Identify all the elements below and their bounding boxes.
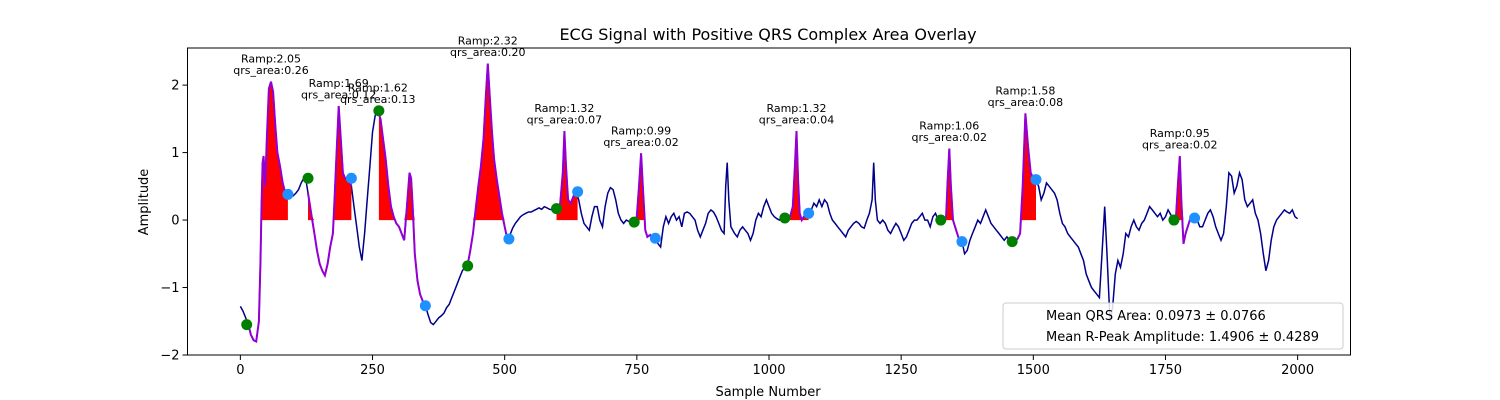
x-tick-label-1500: 1500 <box>1017 363 1050 378</box>
qrs-offset-marker-6 <box>649 232 661 244</box>
qrs-annotation-4-line-1: Ramp:2.32 <box>458 35 518 48</box>
qrs-offset-marker-2 <box>345 172 357 184</box>
qrs-area-fill-3 <box>378 114 426 221</box>
qrs-onset-marker-7 <box>779 212 791 224</box>
qrs-annotation-6-line-2: qrs_area:0.02 <box>603 136 678 149</box>
qrs-offset-marker-5 <box>572 186 584 198</box>
qrs-annotation-3-line-2: qrs_area:0.13 <box>340 93 415 106</box>
qrs-onset-marker-6 <box>628 216 640 228</box>
y-tick-label--1: −1 <box>160 281 179 296</box>
qrs-annotation-3-line-1: Ramp:1.62 <box>348 82 408 95</box>
x-tick-label-2000: 2000 <box>1281 363 1314 378</box>
qrs-annotation-9-line-2: qrs_area:0.08 <box>988 96 1063 109</box>
y-tick-label-1: 1 <box>171 146 179 161</box>
qrs-annotation-5-line-1: Ramp:1.32 <box>534 102 594 115</box>
qrs-offset-marker-7 <box>803 207 815 219</box>
qrs-annotation-6-line-1: Ramp:0.99 <box>611 124 671 137</box>
x-tick-label-1750: 1750 <box>1149 363 1182 378</box>
qrs-annotation-9-line-1: Ramp:1.58 <box>995 84 1055 97</box>
qrs-segment-8 <box>940 148 963 243</box>
qrs-annotation-4-line-2: qrs_area:0.20 <box>450 46 525 59</box>
x-tick-label-1250: 1250 <box>885 363 918 378</box>
qrs-onset-marker-5 <box>550 203 562 215</box>
x-tick-label-750: 750 <box>624 363 649 378</box>
x-tick-label-250: 250 <box>360 363 385 378</box>
x-axis-label: Sample Number <box>715 385 821 400</box>
qrs-area-fill-7 <box>784 131 809 221</box>
y-axis-label: Amplitude <box>137 169 152 236</box>
x-tick-label-1000: 1000 <box>752 363 785 378</box>
qrs-onset-marker-4 <box>462 260 474 272</box>
qrs-annotation-2-line-1: Ramp:1.69 <box>309 77 369 90</box>
qrs-offset-marker-10 <box>1189 212 1201 224</box>
qrs-annotation-8-line-2: qrs_area:0.02 <box>912 131 987 144</box>
qrs-segment-3 <box>377 113 427 307</box>
qrs-onset-marker-3 <box>373 105 385 117</box>
qrs-segment-1 <box>245 81 289 344</box>
qrs-offset-marker-4 <box>503 233 515 245</box>
qrs-annotation-7-line-2: qrs_area:0.04 <box>759 113 834 126</box>
y-tick-label--2: −2 <box>160 349 179 364</box>
qrs-annotation-1-line-2: qrs_area:0.26 <box>233 64 308 77</box>
legend: Mean QRS Area: 0.0973 ± 0.0766 Mean R-Pe… <box>1002 302 1344 350</box>
legend-entry-r-peak: Mean R-Peak Amplitude: 1.4906 ± 0.4289 <box>1046 330 1319 345</box>
qrs-onset-marker-10 <box>1168 214 1180 226</box>
plot-area: Ramp:2.05qrs_area:0.26Ramp:1.69qrs_area:… <box>233 35 1299 344</box>
qrs-offset-marker-9 <box>1030 174 1042 186</box>
qrs-segment-4 <box>466 63 510 265</box>
legend-box <box>1002 302 1344 350</box>
qrs-offset-marker-8 <box>956 236 968 248</box>
qrs-onset-marker-2 <box>302 172 314 184</box>
qrs-annotation-8-line-1: Ramp:1.06 <box>919 120 979 133</box>
qrs-area-fill-6 <box>634 153 656 221</box>
qrs-offset-marker-3 <box>419 300 431 312</box>
chart-title: ECG Signal with Positive QRS Complex Are… <box>559 25 976 44</box>
legend-entry-qrs-area: Mean QRS Area: 0.0973 ± 0.0766 <box>1046 309 1266 324</box>
y-tick-label-0: 0 <box>171 214 179 229</box>
qrs-segment-10 <box>1173 155 1196 244</box>
qrs-annotation-10-line-2: qrs_area:0.02 <box>1142 138 1217 151</box>
qrs-area-fill-5 <box>556 131 578 221</box>
x-tick-label-0: 0 <box>236 363 244 378</box>
qrs-annotation-1-line-1: Ramp:2.05 <box>241 53 301 66</box>
qrs-annotation-5-line-2: qrs_area:0.07 <box>527 113 602 126</box>
qrs-annotation-7-line-1: Ramp:1.32 <box>766 102 826 115</box>
qrs-segment-2 <box>307 105 353 279</box>
qrs-annotation-10-line-1: Ramp:0.95 <box>1150 127 1210 140</box>
qrs-annotation-2-line-2: qrs_area:0.12 <box>301 89 376 102</box>
qrs-segment-6 <box>633 153 656 242</box>
axes: 0 250 500 750 1000 1250 1500 1750 2000 −2 −1 0 1 2 <box>160 79 1314 378</box>
x-tick-label-500: 500 <box>492 363 517 378</box>
qrs-area-fill-4 <box>467 63 509 221</box>
qrs-area-fill-2 <box>308 106 352 221</box>
y-tick-label-2: 2 <box>171 79 179 94</box>
qrs-offset-marker-1 <box>282 188 294 200</box>
qrs-onset-marker-1 <box>241 319 253 331</box>
qrs-onset-marker-9 <box>1006 236 1018 248</box>
qrs-onset-marker-8 <box>935 214 947 226</box>
